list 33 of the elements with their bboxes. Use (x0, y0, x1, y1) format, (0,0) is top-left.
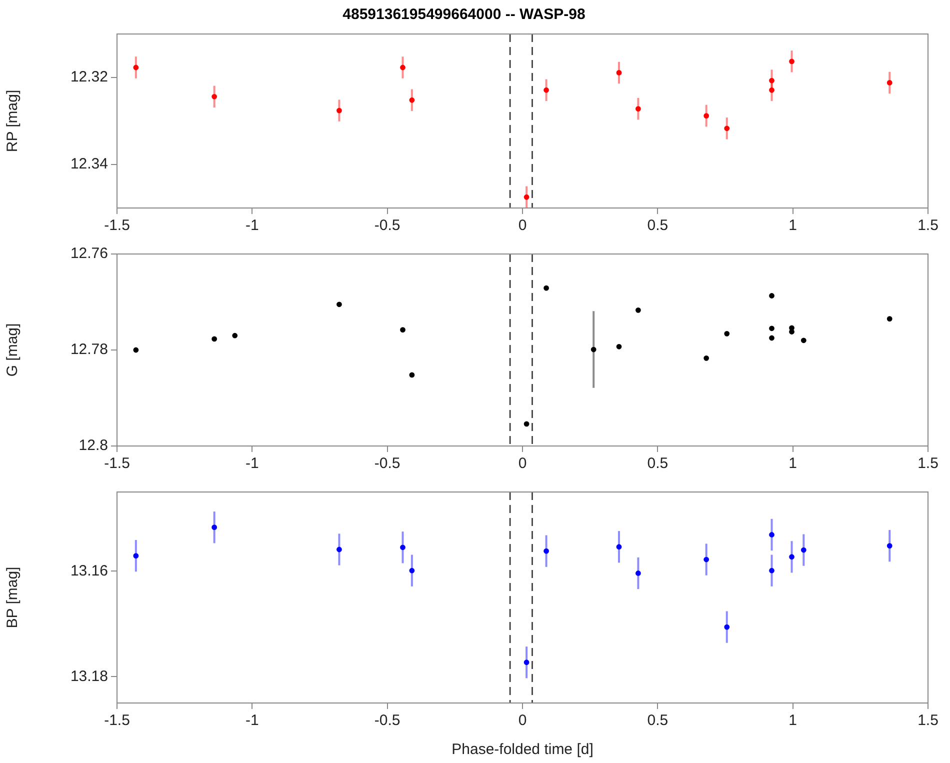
y-tick-label: 12.32 (70, 68, 108, 86)
x-tick-label: -0.5 (374, 712, 400, 730)
chart-title: 4859136195499664000 -- WASP-98 (342, 6, 586, 24)
y-tick-label: 12.78 (70, 341, 108, 358)
x-tick-label: 1 (788, 712, 798, 730)
y-tick-label: 12.76 (70, 245, 108, 262)
x-tick-label: -0.5 (374, 217, 400, 234)
y-axis-title: BP [mag] (4, 566, 22, 628)
y-tick-label: 12.8 (78, 437, 108, 454)
x-tick-label: -1.5 (104, 712, 130, 730)
x-tick-label: -1.5 (104, 217, 130, 234)
y-tick-label: 13.18 (70, 668, 108, 685)
x-tick-label: 0.5 (647, 217, 668, 234)
y-tick-label: 13.16 (70, 562, 108, 580)
x-axis-title: Phase-folded time [d] (452, 741, 594, 758)
x-tick-label: -1 (245, 455, 259, 472)
x-tick-label: -1.5 (104, 455, 130, 472)
x-tick-label: 0.5 (647, 712, 668, 730)
x-tick-label: 1 (788, 217, 798, 234)
y-tick-label: 12.34 (70, 156, 108, 173)
y-axis-title: G [mag] (4, 323, 22, 377)
x-tick-label: 1.5 (918, 455, 938, 472)
x-tick-label: -1 (245, 712, 259, 730)
x-tick-label: 0.5 (647, 455, 668, 472)
x-tick-label: 0 (518, 217, 527, 234)
x-tick-label: 0 (518, 712, 527, 730)
x-tick-label: 1.5 (918, 712, 938, 730)
x-tick-label: 0 (518, 455, 527, 472)
x-tick-label: -1 (245, 217, 259, 234)
y-axis-title: RP [mag] (4, 90, 22, 152)
x-tick-label: -0.5 (374, 455, 400, 472)
x-tick-label: 1 (788, 455, 798, 472)
x-tick-label: 1.5 (918, 217, 938, 234)
